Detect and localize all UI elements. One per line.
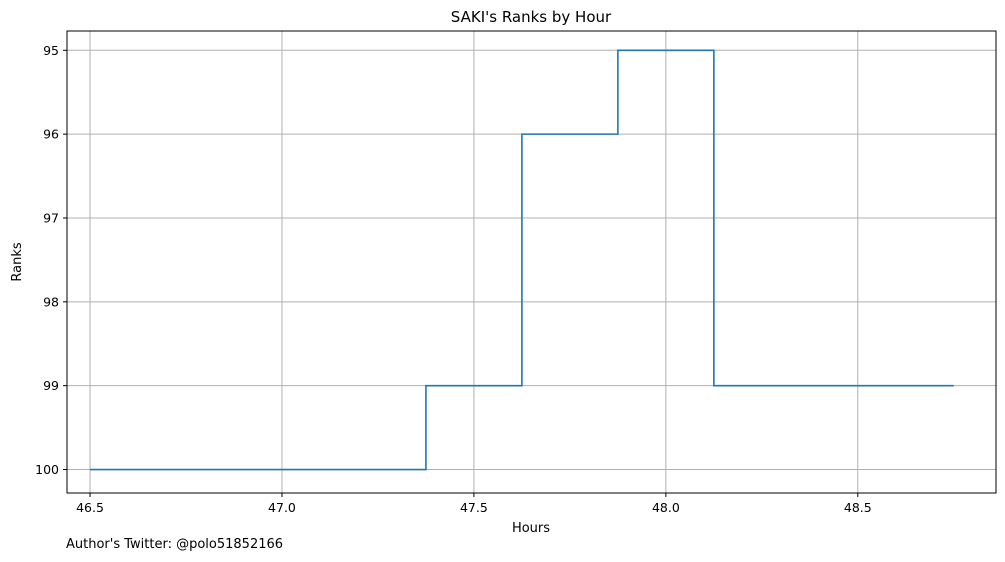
plot-frame (66, 30, 997, 494)
x-tick-label: 47.5 (460, 500, 488, 515)
y-axis-label: Ranks (10, 242, 25, 281)
y-tick-label: 100 (35, 462, 59, 477)
grid-lines (67, 31, 996, 493)
x-tick-label: 46.5 (76, 500, 104, 515)
x-axis-label: Hours (512, 521, 550, 536)
x-tick-label: 48.0 (652, 500, 680, 515)
rank-step-line (90, 49, 954, 471)
x-axis: 46.5 47.0 47.5 48.0 48.5 (76, 493, 872, 515)
y-tick-label: 98 (43, 294, 59, 309)
y-axis: 95 96 97 98 99 100 (35, 43, 67, 477)
y-tick-label: 97 (43, 210, 59, 225)
x-tick-label: 47.0 (268, 500, 296, 515)
y-tick-label: 95 (43, 43, 59, 58)
author-credit: Author's Twitter: @polo51852166 (66, 537, 284, 552)
y-tick-label: 96 (43, 127, 59, 142)
y-tick-label: 99 (43, 378, 59, 393)
x-tick-label: 48.5 (844, 500, 872, 515)
series-layer (90, 49, 954, 471)
chart-title: SAKI's Ranks by Hour (451, 8, 612, 26)
